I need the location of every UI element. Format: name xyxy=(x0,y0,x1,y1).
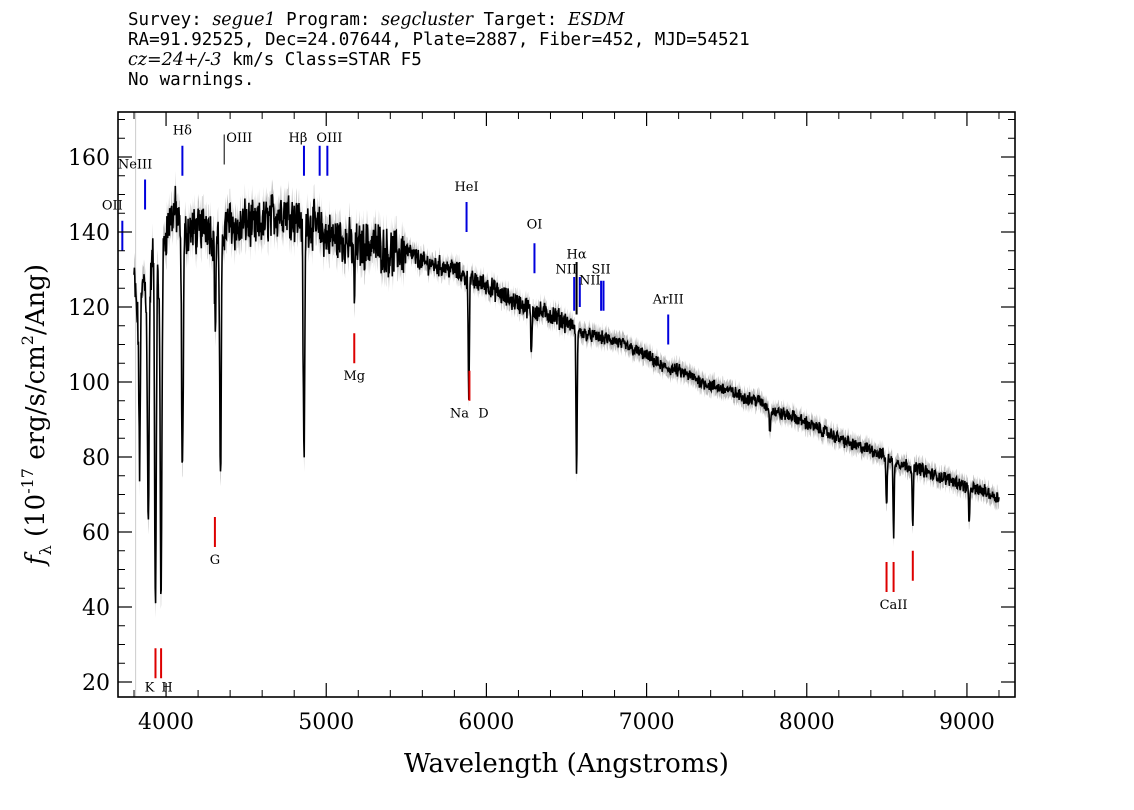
x-tick-label: 9000 xyxy=(939,710,995,735)
y-tick-label: 80 xyxy=(82,446,110,471)
x-tick-label: 7000 xyxy=(619,710,675,735)
header-line-redshift: cz=24+/-3 km/s Class=STAR F5 xyxy=(128,50,1028,70)
y-axis-title-part: 2 xyxy=(18,335,37,345)
program-key: Program: xyxy=(286,10,371,30)
header-line-warnings: No warnings. xyxy=(128,70,255,90)
y-tick-label: 20 xyxy=(82,671,110,696)
emission-line-label: Hα xyxy=(567,247,587,262)
y-tick-label: 140 xyxy=(68,221,110,246)
absorption-line-label: H xyxy=(161,680,172,695)
spectrum-header: Survey: segue1 Program: segcluster Targe… xyxy=(128,10,1028,90)
x-tick-label: 8000 xyxy=(779,710,835,735)
header-line-survey: Survey: segue1 Program: segcluster Targe… xyxy=(128,10,1028,30)
emission-line-label: OI xyxy=(527,217,543,232)
y-axis-title-part: /Ang) xyxy=(21,264,51,335)
emission-line-label: HeI xyxy=(454,180,478,195)
emission-line-label: Hβ xyxy=(289,131,308,146)
y-axis-title-part: (10 xyxy=(21,494,51,546)
emission-line-label: ArIII xyxy=(652,292,684,307)
x-tick-label: 6000 xyxy=(458,710,514,735)
target-key: Target: xyxy=(483,10,558,30)
error-band-area xyxy=(134,170,999,619)
class-info: km/s Class=STAR F5 xyxy=(221,50,422,70)
header-line-coordinates: RA=91.92525, Dec=24.07644, Plate=2887, F… xyxy=(128,30,750,50)
emission-line-label: NeIII xyxy=(118,157,152,172)
plot-frame xyxy=(117,111,1016,698)
absorption-line-label: Mg xyxy=(343,369,365,384)
y-axis-title-part: -17 xyxy=(18,468,37,494)
absorption-line-label: G xyxy=(210,553,220,568)
absorption-line-label: K xyxy=(145,680,155,695)
emission-line-label: SII xyxy=(592,262,611,277)
y-tick-label: 120 xyxy=(68,296,110,321)
x-tick-label: 5000 xyxy=(298,710,354,735)
y-axis-title-part: λ xyxy=(36,545,55,555)
emission-line-label: OIII xyxy=(316,131,342,146)
y-tick-label: 160 xyxy=(68,146,110,171)
y-axis-title-part: erg/s/cm xyxy=(21,345,51,468)
survey-value: segue1 xyxy=(212,10,276,30)
x-tick-label: 4000 xyxy=(138,710,194,735)
error-band xyxy=(134,112,999,697)
emission-line-label: OIII xyxy=(226,131,252,146)
y-tick-label: 40 xyxy=(82,596,110,621)
spectrum-series xyxy=(133,185,1000,604)
survey-key: Survey: xyxy=(128,10,202,30)
absorption-line-label: Na xyxy=(450,407,469,422)
y-tick-label: 100 xyxy=(68,371,110,396)
emission-line-label: OII xyxy=(102,199,123,214)
emission-line-label: NII xyxy=(555,262,577,277)
target-value: ESDM xyxy=(567,10,625,30)
spectrum-line xyxy=(133,185,1000,604)
redshift-value: cz=24+/-3 xyxy=(128,50,222,70)
x-axis-title: Wavelength (Angstroms) xyxy=(404,749,729,779)
program-value: segcluster xyxy=(381,10,473,30)
y-axis-title: fλ (10-17 erg/s/cm2/Ang) xyxy=(18,264,55,567)
emission-line-label: NII xyxy=(579,274,601,289)
emission-line-label: Hδ xyxy=(173,124,192,139)
absorption-line-label: CaII xyxy=(880,598,908,613)
absorption-line-label: D xyxy=(478,407,488,422)
axes: 4000 5000 6000 7000 8000 9000 20 40 60 80 100 120 14… xyxy=(68,111,1016,735)
y-tick-label: 60 xyxy=(82,521,110,546)
